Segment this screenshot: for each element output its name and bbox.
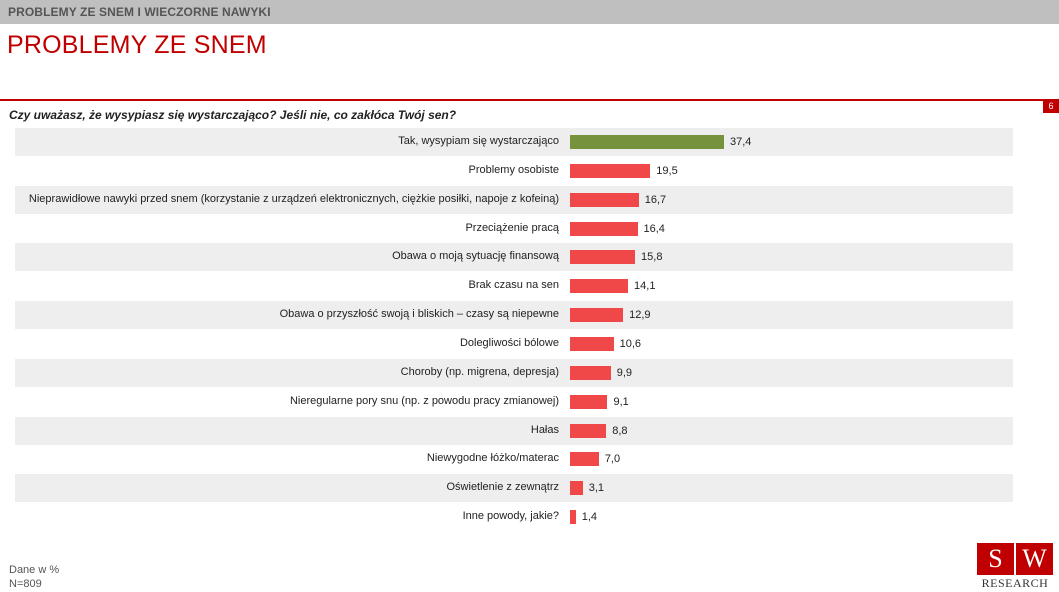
survey-question: Czy uważasz, że wysypiasz się wystarczaj… bbox=[9, 108, 457, 122]
bar bbox=[570, 308, 624, 323]
category-label: Choroby (np. migrena, depresja) bbox=[400, 365, 559, 378]
logo-letter-s: S bbox=[977, 543, 1014, 575]
bar-value-label: 9,1 bbox=[613, 395, 629, 408]
bar bbox=[570, 250, 636, 265]
bar-value-label: 14,1 bbox=[634, 280, 656, 293]
page-title: PROBLEMY ZE SNEM bbox=[7, 31, 267, 59]
category-label: Problemy osobiste bbox=[468, 163, 560, 176]
category-label: Obawa o moją sytuację finansową bbox=[392, 250, 559, 263]
bar bbox=[570, 279, 629, 294]
bar bbox=[570, 221, 638, 236]
bar-value-label: 12,9 bbox=[629, 309, 651, 322]
bar bbox=[570, 423, 607, 438]
bar-value-label: 16,7 bbox=[644, 193, 667, 206]
bar-value-label: 7,0 bbox=[604, 453, 621, 466]
bar-value-label: 16,4 bbox=[643, 222, 665, 235]
category-label: Nieregularne pory snu (np. z powodu prac… bbox=[289, 394, 559, 407]
category-label: Przeciążenie pracą bbox=[465, 221, 559, 234]
category-label: Hałas bbox=[530, 423, 559, 436]
bar-chart: Tak, wysypiam się wystarczająco 37,4 Probl… bbox=[0, 128, 1059, 533]
category-label: Inne powody, jakie? bbox=[462, 510, 559, 523]
chart-row-band bbox=[15, 128, 1013, 156]
chart-row-band bbox=[15, 416, 1013, 445]
bar bbox=[570, 365, 611, 380]
chart-row-band bbox=[15, 358, 1013, 387]
category-label: Obawa o przyszłość swoją i bliskich – cz… bbox=[279, 308, 559, 321]
chart-row-band bbox=[15, 474, 1013, 503]
bar-value-label: 19,5 bbox=[656, 164, 678, 177]
bar-value-label: 8,8 bbox=[612, 424, 628, 437]
sw-research-logo: S W RESEARCH bbox=[975, 543, 1055, 591]
category-label: Brak czasu na sen bbox=[468, 279, 560, 292]
bar bbox=[570, 394, 608, 409]
category-label: Tak, wysypiam się wystarczająco bbox=[398, 135, 559, 147]
category-label: Niewygodne łóżko/materac bbox=[426, 452, 559, 465]
data-unit-note: Dane w % bbox=[9, 564, 60, 576]
bar bbox=[570, 163, 651, 178]
bar-value-label: 37,4 bbox=[730, 136, 752, 148]
section-header-bar: PROBLEMY ZE SNEM I WIECZORNE NAWYKI bbox=[0, 0, 1059, 24]
bar bbox=[570, 192, 639, 207]
bar-value-label: 10,6 bbox=[619, 337, 642, 350]
category-label: Nieprawidłowe nawyki przed snem (korzyst… bbox=[28, 192, 559, 205]
page-number: 6 bbox=[1043, 100, 1059, 113]
bar-value-label: 15,8 bbox=[641, 251, 663, 264]
bar bbox=[570, 481, 583, 496]
chart-row-band bbox=[15, 243, 1013, 272]
chart-row-band bbox=[15, 185, 1013, 214]
bar bbox=[570, 452, 599, 467]
bar-value-label: 1,4 bbox=[581, 511, 598, 524]
chart-row-band bbox=[15, 301, 1013, 330]
sample-size-note: N=809 bbox=[9, 578, 42, 590]
section-title: PROBLEMY ZE SNEM I WIECZORNE NAWYKI bbox=[8, 5, 271, 19]
bar-value-label: 3,1 bbox=[588, 482, 605, 495]
category-label: Dolegliwości bólowe bbox=[459, 336, 559, 349]
bar bbox=[570, 510, 576, 525]
bar bbox=[570, 336, 614, 351]
category-label: Oświetlenie z zewnątrz bbox=[446, 481, 560, 494]
bar-value-label: 9,9 bbox=[616, 366, 633, 379]
bar bbox=[570, 135, 724, 149]
title-divider bbox=[0, 99, 1059, 101]
logo-letter-w: W bbox=[1016, 543, 1053, 575]
logo-text: RESEARCH bbox=[981, 576, 1049, 590]
